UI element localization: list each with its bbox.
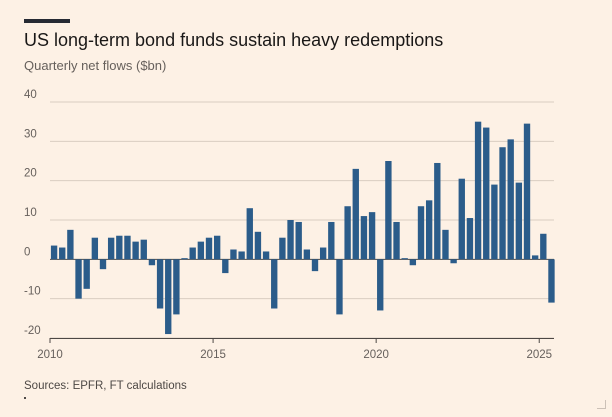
bar — [344, 206, 351, 260]
bar — [328, 221, 335, 260]
bar — [246, 208, 253, 260]
x-tick-label: 2010 — [37, 349, 63, 361]
bar — [50, 245, 58, 260]
bar — [393, 221, 400, 260]
bar — [271, 259, 278, 309]
bar — [360, 216, 368, 260]
bar — [287, 220, 294, 260]
y-tick-label: 0 — [24, 246, 30, 258]
bar — [148, 259, 156, 266]
bar — [165, 259, 172, 335]
bar — [254, 231, 262, 260]
bar — [295, 221, 302, 260]
bar — [67, 229, 74, 260]
bar — [311, 259, 319, 272]
bar — [181, 258, 188, 260]
bar — [385, 161, 392, 260]
bar — [132, 241, 139, 260]
bar — [425, 200, 433, 260]
bar — [483, 127, 490, 260]
bar — [319, 247, 327, 260]
bar — [417, 206, 425, 260]
bar — [336, 259, 343, 315]
bar — [548, 259, 555, 303]
bar — [99, 259, 107, 270]
x-tick-label: 2025 — [526, 349, 552, 361]
bar — [107, 237, 115, 260]
bar — [540, 233, 547, 260]
bar — [205, 237, 213, 260]
bar — [83, 259, 90, 289]
bar — [59, 247, 66, 260]
bar — [124, 235, 131, 260]
y-tick-label: -10 — [24, 286, 41, 298]
bar — [189, 247, 196, 260]
chart-subtitle: Quarterly net flows ($bn) — [24, 58, 167, 73]
bar — [458, 178, 465, 260]
bar — [156, 259, 164, 309]
resize-corner — [597, 400, 606, 409]
y-tick-label: 10 — [24, 207, 37, 219]
bar — [442, 229, 449, 260]
bar — [197, 241, 205, 260]
bar — [352, 168, 359, 260]
bar — [499, 147, 506, 260]
y-tick-label: 40 — [24, 89, 37, 101]
bar — [75, 259, 82, 299]
bar — [173, 259, 180, 315]
bar — [262, 251, 270, 260]
x-tick-label: 2020 — [363, 349, 389, 361]
bar — [91, 237, 99, 260]
bar — [434, 162, 441, 260]
bar — [507, 139, 514, 260]
bar — [409, 259, 417, 266]
bar — [230, 249, 237, 260]
y-tick-label: 30 — [24, 128, 37, 140]
bar — [515, 182, 523, 260]
bar — [466, 218, 474, 260]
footer-dot — [24, 397, 26, 399]
title-accent-bar — [24, 19, 70, 23]
bar — [116, 235, 123, 260]
bar — [474, 121, 482, 260]
bar — [303, 249, 311, 260]
y-tick-label: 20 — [24, 168, 37, 180]
bar — [222, 259, 229, 274]
x-tick-label: 2015 — [200, 349, 226, 361]
bar — [377, 259, 384, 311]
bar — [140, 239, 147, 260]
bar — [279, 237, 286, 260]
bar — [491, 184, 498, 260]
chart-title: US long-term bond funds sustain heavy re… — [24, 30, 444, 50]
bar — [401, 258, 408, 260]
bar — [523, 123, 531, 260]
y-tick-label: -20 — [24, 325, 41, 337]
bar — [531, 255, 539, 260]
bar — [368, 212, 376, 260]
source-note: Sources: EPFR, FT calculations — [24, 380, 187, 392]
bar — [213, 235, 221, 260]
bar — [238, 251, 245, 260]
bar — [450, 259, 457, 264]
